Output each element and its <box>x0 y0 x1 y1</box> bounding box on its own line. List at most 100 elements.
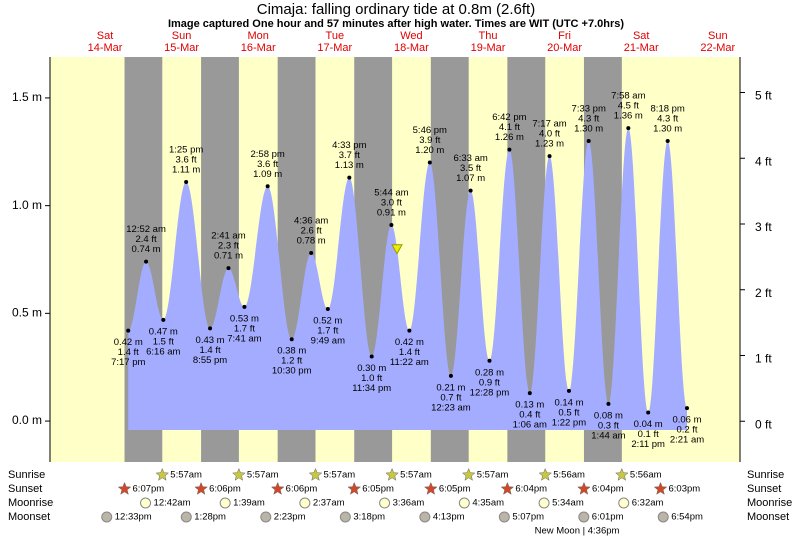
tide-height-ft: 4.3 ft <box>657 114 678 125</box>
tide-height-m: 0.74 m <box>132 244 161 255</box>
tide-height-m: 1.26 m <box>495 132 524 143</box>
row-label: Moonset <box>747 511 789 523</box>
tide-height-m: 0.30 m <box>357 363 386 374</box>
tide-height-m: 0.71 m <box>214 251 243 262</box>
tide-point <box>126 328 131 333</box>
tide-point <box>468 188 473 193</box>
moonset-icon <box>339 511 351 523</box>
day-name: Sat <box>633 30 650 42</box>
tide-height-ft: 1.7 ft <box>234 323 255 334</box>
tide-height-m: 1.09 m <box>253 169 282 180</box>
y2-tick-label: 5 ft <box>755 89 772 103</box>
tide-point <box>325 307 330 312</box>
row-time: 6:07pm <box>133 484 165 495</box>
tide-time: 1:22 pm <box>552 417 586 428</box>
tide-time: 12:28 pm <box>470 387 510 398</box>
y2-tick-label: 4 ft <box>755 154 772 168</box>
tide-time: 7:17 am <box>532 119 566 130</box>
moonrise-icon <box>618 497 630 509</box>
sun-icon <box>232 467 246 481</box>
tide-time: 9:49 am <box>311 336 345 347</box>
row-time: 5:57am <box>323 470 355 481</box>
tide-time: 5:46 pm <box>413 125 447 136</box>
row-time: 6:05pm <box>439 484 471 495</box>
tide-point <box>347 175 352 180</box>
tide-time: 8:55 pm <box>193 355 227 366</box>
tide-point <box>487 358 492 363</box>
day-name: Mon <box>247 30 268 42</box>
moonset-icon <box>101 511 113 523</box>
current-level-marker <box>391 244 403 255</box>
row-time: 4:13pm <box>433 512 465 523</box>
tide-height-ft: 4.3 ft <box>578 114 599 125</box>
row-time: 12:33pm <box>115 512 152 523</box>
tide-height-ft: 0.2 ft <box>676 425 697 436</box>
moon-phase: New Moon | 4:36pm <box>535 526 620 537</box>
tide-point <box>226 266 231 271</box>
moonrise-icon <box>219 497 231 509</box>
tide-time: 12:23 am <box>431 402 471 413</box>
tide-height-ft: 2.4 ft <box>136 234 157 245</box>
moonrise-icon <box>299 497 311 509</box>
row-label: Sunset <box>747 483 781 495</box>
y-tick-label: 1.5 m <box>12 90 42 104</box>
sun-icon <box>423 481 438 495</box>
day-date: 16-Mar <box>241 42 276 54</box>
tide-height-m: 0.42 m <box>114 337 143 348</box>
row-time: 5:57am <box>170 470 202 481</box>
row-time: 6:04pm <box>515 484 547 495</box>
tide-time: 6:42 pm <box>492 112 526 123</box>
tide-time: 7:41 am <box>227 333 261 344</box>
tide-point <box>309 251 314 256</box>
row-time: 5:34am <box>552 498 584 509</box>
tide-area <box>128 128 688 430</box>
row-time: 5:07pm <box>512 512 544 523</box>
day-date: 15-Mar <box>164 42 199 54</box>
tide-height-m: 0.28 m <box>475 367 504 378</box>
sun-icon <box>500 481 515 495</box>
row-time: 5:56am <box>553 470 585 481</box>
row-time: 6:04pm <box>592 484 624 495</box>
tide-height-m: 1.30 m <box>653 124 682 135</box>
y2-tick-label: 1 ft <box>755 352 772 366</box>
row-label: Sunrise <box>8 469 45 481</box>
y-tick-label: 0.0 m <box>12 413 42 427</box>
tide-time: 8:18 pm <box>651 104 685 115</box>
tide-point <box>389 223 394 228</box>
day-name: Sat <box>97 30 114 42</box>
moonset-icon <box>578 511 590 523</box>
moonset-icon <box>498 511 510 523</box>
sun-icon <box>385 467 399 481</box>
y2-tick-label: 0 ft <box>755 417 772 431</box>
tide-time: 5:44 am <box>374 188 408 199</box>
day-name: Wed <box>400 30 422 42</box>
tide-height-ft: 2.6 ft <box>301 226 322 237</box>
tide-height-m: 0.52 m <box>313 316 342 327</box>
row-time: 2:37am <box>313 498 345 509</box>
tide-point <box>407 328 412 333</box>
tide-time: 12:52 am <box>126 224 166 235</box>
row-time: 6:05pm <box>362 484 394 495</box>
sun-icon <box>308 467 323 481</box>
row-time: 5:57am <box>400 470 432 481</box>
tide-height-ft: 1.2 ft <box>281 356 302 367</box>
tide-point <box>208 326 213 331</box>
tide-point <box>606 401 611 406</box>
row-time: 6:06pm <box>286 484 318 495</box>
tide-height-ft: 4.5 ft <box>618 101 639 112</box>
tide-height-m: 0.08 m <box>594 410 623 421</box>
tide-height-ft: 1.4 ft <box>118 347 139 358</box>
tide-height-ft: 1.5 ft <box>153 336 174 347</box>
tide-point <box>566 388 571 393</box>
day-date: 22-Mar <box>700 42 735 54</box>
day-name: Fri <box>558 30 571 42</box>
tide-height-m: 0.06 m <box>672 415 701 426</box>
day-date: 14-Mar <box>88 42 123 54</box>
y2-tick-label: 3 ft <box>755 220 772 234</box>
tide-time: 7:33 pm <box>572 104 606 115</box>
tide-point <box>665 139 670 144</box>
tide-height-ft: 2.3 ft <box>218 241 239 252</box>
tide-point <box>507 147 512 152</box>
moonset-icon <box>419 511 431 523</box>
tide-time: 4:33 pm <box>332 140 366 151</box>
